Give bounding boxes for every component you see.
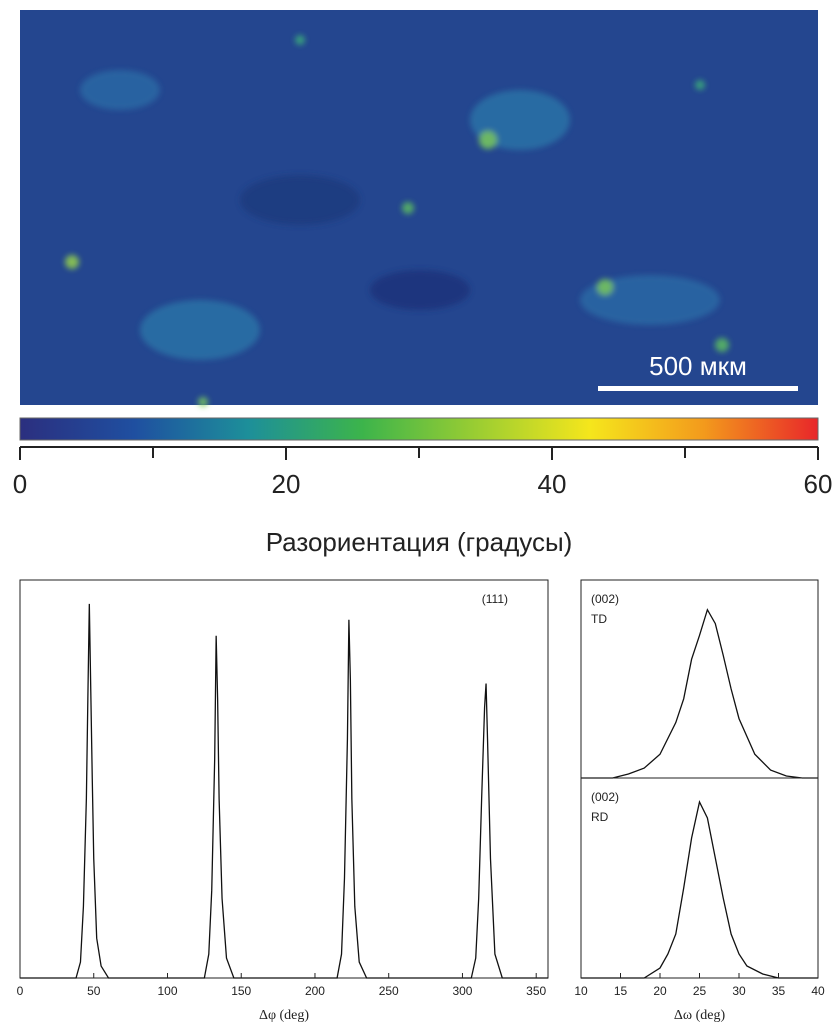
x-tick-label: 350 [526, 984, 546, 998]
panel-label: (002) [591, 592, 619, 606]
plot-frame [580, 579, 819, 779]
x-tick-label: 250 [379, 984, 399, 998]
data-line [20, 603, 548, 979]
x-tick-label: 20 [272, 469, 301, 499]
x-tick-label: 40 [538, 469, 567, 499]
x-tick-label: 35 [772, 984, 786, 998]
x-tick-label: 60 [804, 469, 833, 499]
panel-label: (111) [482, 592, 508, 606]
x-tick-label: 40 [811, 984, 825, 998]
x-tick-label: 100 [157, 984, 177, 998]
x-tick-label: 0 [13, 469, 27, 499]
plot-frame [580, 777, 819, 979]
x-tick-label: 30 [732, 984, 746, 998]
x-axis-label: Разориентация (градусы) [266, 527, 573, 557]
x-tick-label: 50 [87, 984, 101, 998]
td-panel: (002) TD [580, 579, 819, 779]
panel-label: (002) [591, 790, 619, 804]
x-tick-label: 25 [693, 984, 707, 998]
rd-panel: 10 15 20 25 30 35 40 Δω (deg) (002) RD [574, 777, 825, 1023]
x-tick-label: 200 [305, 984, 325, 998]
scale-label: 500 мкм [649, 351, 747, 381]
x-tick-label: 300 [452, 984, 472, 998]
x-tick-label: 10 [574, 984, 588, 998]
colorbar: 0 20 40 60 Разориентация (градусы) [13, 417, 833, 557]
data-line [581, 800, 818, 979]
x-axis-label: Δφ (deg) [259, 1008, 309, 1023]
plot-frame [19, 579, 549, 979]
x-tick-label: 15 [614, 984, 628, 998]
panel-label: RD [591, 810, 609, 824]
colorbar-strip [19, 417, 819, 441]
x-tick-label: 0 [17, 984, 24, 998]
panel-label: TD [591, 612, 607, 626]
ebsd-map: 500 мкм [20, 10, 818, 407]
x-axis-label: Δω (deg) [674, 1008, 726, 1023]
x-tick-label: 150 [231, 984, 251, 998]
phi-panel: 0 50 100 150 200 250 300 350 Δφ (deg) (111) [17, 579, 549, 1023]
x-tick-label: 20 [653, 984, 667, 998]
data-line [581, 608, 818, 779]
